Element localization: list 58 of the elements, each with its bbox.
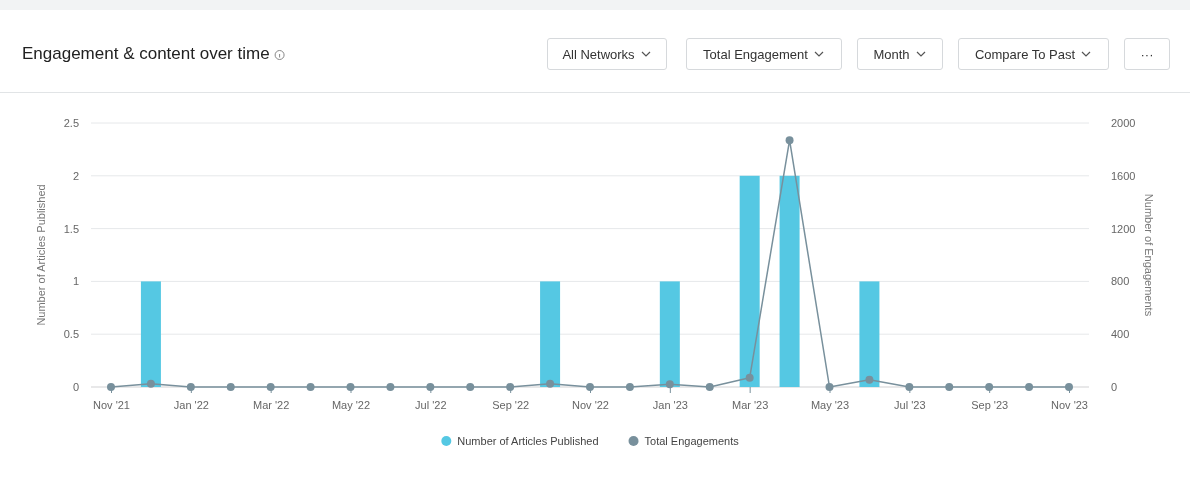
y-tick-label: 1.5 <box>63 222 79 235</box>
y2-tick-label: 0 <box>1111 381 1118 394</box>
y2-tick-label: 2000 <box>1111 117 1136 130</box>
y-tick-label: 0.5 <box>63 328 79 341</box>
point <box>306 383 315 391</box>
y-axis-title: Number of Articles Published <box>35 184 47 326</box>
x-tick-label: Mar '23 <box>731 398 769 411</box>
point <box>905 383 914 391</box>
y-tick-label: 2.5 <box>63 117 79 130</box>
point <box>865 375 874 384</box>
point <box>785 136 794 145</box>
point <box>665 380 674 389</box>
x-tick-label: Jan '23 <box>652 398 688 411</box>
x-tick-label: Jul '23 <box>894 398 926 411</box>
y2-tick-label: 1600 <box>1111 169 1136 182</box>
x-tick-label: Sep '23 <box>971 398 1009 411</box>
x-tick-label: Sep '22 <box>492 398 530 411</box>
point <box>426 383 435 391</box>
x-tick-label: Nov '21 <box>93 398 130 411</box>
y-tick-label: 2 <box>72 169 79 182</box>
point <box>985 383 994 391</box>
text: Total Engagement <box>703 46 808 62</box>
point <box>506 383 515 391</box>
point <box>1025 383 1034 391</box>
text: All Networks <box>562 46 635 62</box>
point <box>586 383 594 391</box>
text: Month <box>873 46 910 62</box>
text: ··· <box>1140 46 1154 62</box>
point <box>266 383 275 391</box>
legend-label: Total Engagements <box>644 435 740 447</box>
x-tick-label: Jul '22 <box>415 398 447 411</box>
point <box>745 373 754 382</box>
x-tick-label: Nov '23 <box>1051 398 1088 411</box>
point <box>186 383 195 391</box>
x-tick-label: May '22 <box>331 398 371 411</box>
x-tick-label: Mar '22 <box>252 398 290 411</box>
point <box>226 383 235 391</box>
point <box>546 379 555 388</box>
point <box>386 383 395 391</box>
y2-tick-label: 800 <box>1111 275 1130 288</box>
chart-title: Engagement & content over time <box>22 44 270 63</box>
point <box>146 379 155 388</box>
point <box>625 383 634 391</box>
y-tick-label: 0 <box>72 381 79 394</box>
point <box>705 383 714 391</box>
y2-tick-label: 400 <box>1111 328 1130 341</box>
x-tick-label: Nov '22 <box>572 398 609 411</box>
y2-axis-title: Number of Engagements <box>1143 193 1155 317</box>
point <box>825 383 834 391</box>
legend-label: Number of Articles Published <box>457 435 599 447</box>
x-tick-label: Jan '22 <box>173 398 209 411</box>
y2-tick-label: 1200 <box>1111 222 1136 235</box>
point <box>945 383 954 391</box>
text: Compare To Past <box>974 46 1076 62</box>
point <box>466 383 475 391</box>
point <box>346 383 355 391</box>
x-tick-label: May '23 <box>810 398 850 411</box>
y-tick-label: 1 <box>72 275 79 288</box>
